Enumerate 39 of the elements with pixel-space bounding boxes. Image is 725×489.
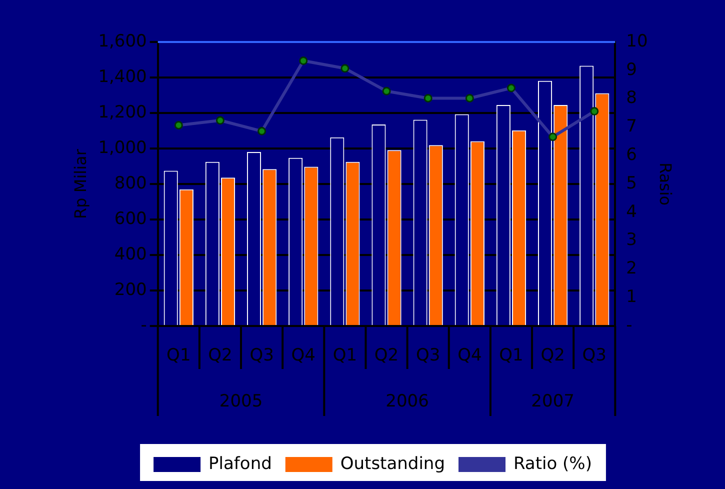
x-tick-label: Q1: [166, 346, 191, 366]
text: 2005: [219, 391, 263, 412]
y-tick-label: 1,200: [98, 102, 147, 122]
y-tick-label: 800: [114, 173, 147, 194]
y-tick-label: 1,400: [98, 66, 147, 87]
y-tick-label: 1,000: [98, 138, 147, 158]
y2-tick-label: 8: [626, 88, 637, 108]
y2-tick-label: 7: [626, 116, 637, 137]
x-tick-label: Q1: [332, 346, 358, 366]
y2-axis-title: Rasio: [656, 162, 676, 206]
legend-label: Ratio (%): [513, 454, 592, 474]
y-tick-label: -: [140, 315, 147, 336]
y2-tick-label: 6: [626, 145, 637, 166]
y2-tick-label: 4: [626, 202, 637, 222]
y2-tick-label: 10: [626, 31, 648, 52]
x-tick-label: Q1: [499, 346, 524, 366]
text: 2006: [386, 391, 429, 412]
x-tick-label: Q4: [291, 346, 316, 366]
y-tick-label: 200: [114, 280, 147, 300]
y2-tick-label: 3: [626, 230, 637, 250]
y-tick-label: 600: [114, 208, 147, 229]
x-tick-label: Q2: [540, 346, 565, 366]
legend-label: Outstanding: [340, 454, 446, 474]
y-tick-label: 400: [114, 244, 147, 264]
y2-tick-label: 9: [626, 60, 637, 80]
y2-tick-label: 1: [626, 287, 637, 308]
y2-tick-label: -: [626, 315, 632, 336]
y2-tick-label: 5: [626, 173, 637, 194]
x-tick-label: Q2: [374, 346, 399, 366]
y-tick-label: 1,600: [98, 31, 147, 52]
x-tick-label: Q3: [416, 346, 440, 366]
x-tick-label: Q3: [250, 346, 274, 366]
x-tick-label: Q4: [458, 346, 482, 366]
x-tick-label: Q3: [582, 346, 606, 366]
y-axis-title: Rp Miliar: [70, 148, 90, 219]
legend-label: Plafond: [208, 454, 272, 474]
y2-tick-label: 2: [626, 258, 637, 279]
x-tick-label: Q2: [208, 346, 232, 366]
text: 2007: [531, 391, 574, 412]
